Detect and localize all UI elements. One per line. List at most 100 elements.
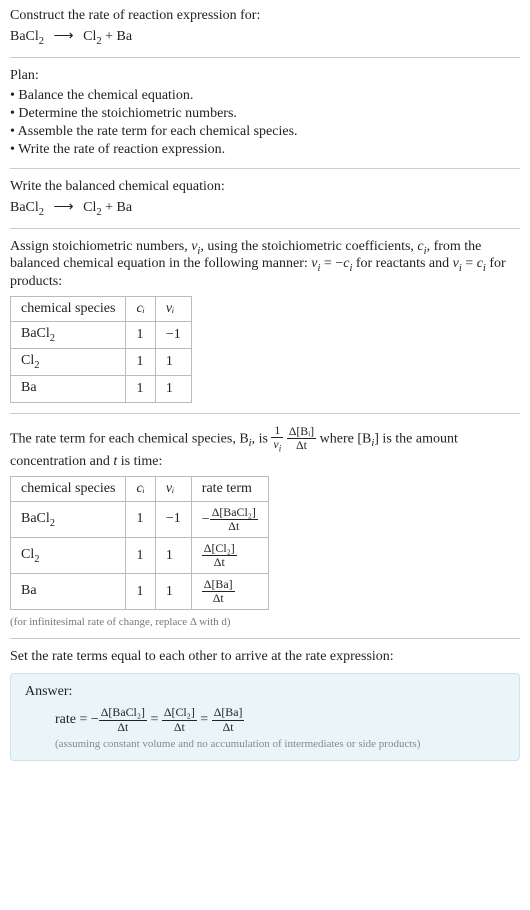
- divider: [10, 57, 520, 58]
- den-dt: Δt: [296, 438, 307, 452]
- rateterm-text: The rate term for each chemical species,…: [10, 424, 520, 470]
- stoich-table: chemical species cᵢ νᵢ BaCl2 1 −1 Cl2 1 …: [10, 296, 192, 402]
- product-1: Cl2: [83, 29, 101, 44]
- cell-nu: 1: [155, 574, 191, 610]
- frac-num: Δ[Ba]: [212, 706, 245, 720]
- text-fragment: Assign stoichiometric numbers,: [10, 239, 191, 254]
- col-nu: νᵢ: [155, 297, 191, 322]
- divider: [10, 638, 520, 639]
- product-2: Ba: [117, 29, 133, 44]
- col-rate: rate term: [191, 476, 268, 501]
- text-fragment: is time:: [117, 454, 162, 469]
- den-nu-sub: i: [279, 443, 281, 453]
- species-base: Cl: [21, 353, 34, 368]
- frac-num: Δ[Cl₂]: [202, 542, 237, 556]
- cell-species: Ba: [11, 574, 126, 610]
- col-nu-label: νᵢ: [166, 301, 174, 316]
- cell-species: BaCl2: [11, 322, 126, 349]
- answer-note: (assuming constant volume and no accumul…: [55, 738, 505, 750]
- table-row: Cl2 1 1 Δ[Cl₂]Δt: [11, 538, 269, 574]
- frac-num: Δ[Ba]: [202, 578, 235, 592]
- reactant-sub: 2: [39, 36, 44, 47]
- cell-c: 1: [126, 574, 155, 610]
- cell-species: Ba: [11, 375, 126, 402]
- col-species: chemical species: [11, 476, 126, 501]
- cell-c: 1: [126, 538, 155, 574]
- cell-rate: −Δ[BaCl₂]Δt: [191, 501, 268, 537]
- text-fragment: , using the stoichiometric coefficients,: [200, 239, 417, 254]
- species-base: Ba: [21, 380, 37, 395]
- answer-frac-2: Δ[Cl₂]Δt: [162, 706, 197, 733]
- frac-den: νi: [271, 438, 283, 454]
- frac-num: Δ[Bᵢ]: [287, 425, 316, 439]
- cell-rate: Δ[Cl₂]Δt: [191, 538, 268, 574]
- rate-frac: Δ[Ba]Δt: [202, 578, 235, 605]
- assign-text: Assign stoichiometric numbers, νi, using…: [10, 239, 520, 291]
- frac-num: Δ[BaCl₂]: [210, 506, 258, 520]
- answer-box: Answer: rate = −Δ[BaCl₂]Δt = Δ[Cl₂]Δt = …: [10, 673, 520, 760]
- plan-title: Plan:: [10, 68, 520, 84]
- cell-species: Cl2: [11, 348, 126, 375]
- balanced-title: Write the balanced chemical equation:: [10, 179, 520, 195]
- reaction-arrow: ⟶: [54, 29, 74, 44]
- species-sub: 2: [34, 360, 39, 371]
- frac-den: Δt: [99, 721, 147, 734]
- input-equation: BaCl2 ⟶ Cl2 + Ba: [10, 28, 520, 47]
- cell-nu: 1: [155, 375, 191, 402]
- answer-label: Answer:: [25, 684, 505, 700]
- plus-sign: +: [102, 29, 117, 44]
- cell-c: 1: [126, 501, 155, 537]
- setequal-section: Set the rate terms equal to each other t…: [10, 649, 520, 760]
- plan-section: Plan: Balance the chemical equation. Det…: [10, 68, 520, 158]
- table-row: BaCl2 1 −1 −Δ[BaCl₂]Δt: [11, 501, 269, 537]
- plan-item: Balance the chemical equation.: [10, 88, 520, 104]
- col-c-label: cᵢ: [136, 481, 144, 496]
- reactant: BaCl2: [10, 200, 44, 215]
- col-nu-label: νᵢ: [166, 481, 174, 496]
- table-header-row: chemical species cᵢ νᵢ rate term: [11, 476, 269, 501]
- plan-list: Balance the chemical equation. Determine…: [10, 88, 520, 158]
- text-fragment: , is: [252, 431, 272, 446]
- species-sub: 2: [34, 554, 39, 565]
- assign-section: Assign stoichiometric numbers, νi, using…: [10, 239, 520, 403]
- frac-num: Δ[BaCl₂]: [99, 706, 147, 720]
- answer-equation: rate = −Δ[BaCl₂]Δt = Δ[Cl₂]Δt = Δ[Ba]Δt: [55, 706, 505, 733]
- species-sub: 2: [50, 517, 55, 528]
- table-row: BaCl2 1 −1: [11, 322, 192, 349]
- species-base: BaCl: [21, 326, 50, 341]
- divider: [10, 168, 520, 169]
- rate-label: rate = −: [55, 712, 99, 727]
- cell-rate: Δ[Ba]Δt: [191, 574, 268, 610]
- plan-item: Write the rate of reaction expression.: [10, 142, 520, 158]
- table-row: Cl2 1 1: [11, 348, 192, 375]
- product-1-base: Cl: [83, 200, 96, 215]
- prompt-text: Construct the rate of reaction expressio…: [10, 8, 520, 24]
- cell-nu: 1: [155, 348, 191, 375]
- col-c: cᵢ: [126, 297, 155, 322]
- balanced-equation: BaCl2 ⟶ Cl2 + Ba: [10, 199, 520, 218]
- frac-one-over-nu: 1 νi: [271, 424, 283, 454]
- frac-den: Δt: [210, 520, 258, 533]
- frac-den: Δt: [202, 556, 237, 569]
- cell-nu: 1: [155, 538, 191, 574]
- frac-den: Δt: [212, 721, 245, 734]
- text-fragment: where [B: [320, 431, 372, 446]
- col-c: cᵢ: [126, 476, 155, 501]
- reactant: BaCl2: [10, 29, 44, 44]
- species-base: BaCl: [21, 511, 50, 526]
- col-nu: νᵢ: [155, 476, 191, 501]
- product-2: Ba: [117, 200, 133, 215]
- cell-species: BaCl2: [11, 501, 126, 537]
- equals-sign: =: [197, 712, 212, 727]
- frac-num: Δ[Cl₂]: [162, 706, 197, 720]
- cell-nu: −1: [155, 322, 191, 349]
- table-row: Ba 1 1 Δ[Ba]Δt: [11, 574, 269, 610]
- frac-num: 1: [271, 424, 283, 438]
- species-base: Ba: [21, 583, 37, 598]
- cell-c: 1: [126, 322, 155, 349]
- col-species: chemical species: [11, 297, 126, 322]
- plus-sign: +: [102, 200, 117, 215]
- rate-frac: Δ[Cl₂]Δt: [202, 542, 237, 569]
- product-1-base: Cl: [83, 29, 96, 44]
- reactant-base: BaCl: [10, 200, 39, 215]
